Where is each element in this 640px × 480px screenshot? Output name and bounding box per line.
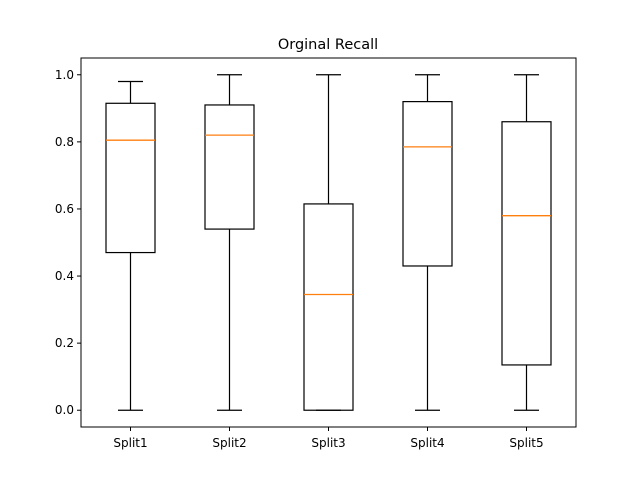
y-tick-label: 0.4 bbox=[55, 269, 74, 283]
box bbox=[402, 101, 453, 267]
y-tick-label: 0.8 bbox=[55, 135, 74, 149]
y-tick-label: 0.2 bbox=[55, 336, 74, 350]
box bbox=[204, 104, 255, 230]
x-tick-label: Split5 bbox=[509, 436, 543, 450]
x-tick-label: Split4 bbox=[410, 436, 444, 450]
x-tick-label: Split1 bbox=[113, 436, 147, 450]
chart-title: Orginal Recall bbox=[278, 37, 378, 53]
y-tick-label: 0.0 bbox=[55, 403, 74, 417]
y-tick-label: 0.6 bbox=[55, 202, 74, 216]
x-tick-label: Split3 bbox=[311, 436, 345, 450]
box bbox=[501, 121, 552, 366]
y-tick-label: 1.0 bbox=[55, 68, 74, 82]
plot-area: 0.0 0.2 0.4 0.6 0.8 1.0 Split1 Split2 Split3 Spli… bbox=[55, 57, 577, 450]
box bbox=[303, 203, 354, 411]
x-tick-label: Split2 bbox=[212, 436, 246, 450]
box bbox=[105, 102, 156, 254]
